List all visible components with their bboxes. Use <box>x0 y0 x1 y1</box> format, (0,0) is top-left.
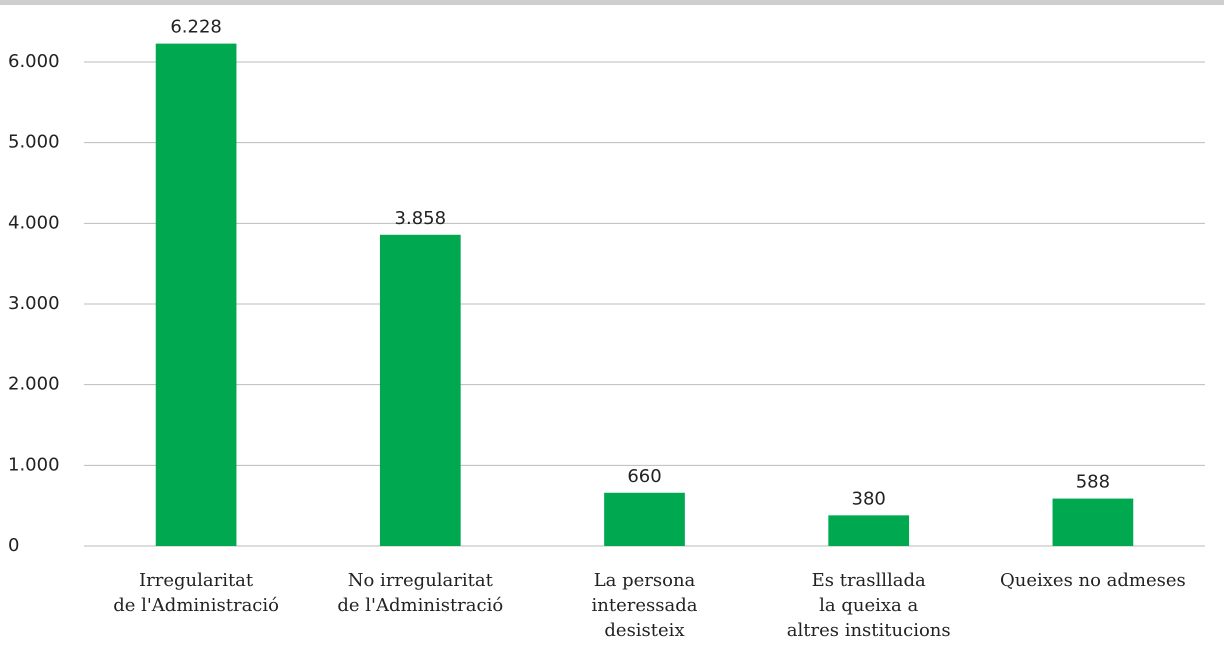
x-tick-label: Es traslllada <box>812 570 926 591</box>
bar <box>828 515 910 546</box>
top-border <box>0 0 1224 5</box>
x-tick-label: altres institucions <box>787 620 951 641</box>
value-label: 588 <box>1076 472 1110 493</box>
bar <box>155 43 237 546</box>
x-tick-label: No irregularitat <box>348 570 494 591</box>
x-tick-label: Queixes no admeses <box>1000 570 1186 591</box>
y-tick-label: 4.000 <box>8 212 60 233</box>
value-label: 660 <box>627 466 661 487</box>
y-tick-label: 2.000 <box>8 374 60 395</box>
y-tick-label: 3.000 <box>8 293 60 314</box>
bar <box>379 234 461 546</box>
x-tick-label: la queixa a <box>819 595 918 616</box>
x-tick-label: de l'Administració <box>337 595 503 616</box>
x-tick-label: desisteix <box>604 620 684 641</box>
y-tick-label: 0 <box>8 535 19 556</box>
x-tick-label: Irregularitat <box>139 570 254 591</box>
x-tick-label: interessada <box>592 595 698 616</box>
x-tick-label: de l'Administració <box>113 595 279 616</box>
y-tick-label: 6.000 <box>8 51 60 72</box>
bar <box>604 492 685 546</box>
value-label: 3.858 <box>395 208 447 229</box>
bar <box>1052 498 1134 546</box>
y-tick-label: 5.000 <box>8 132 60 153</box>
x-tick-label: La persona <box>594 570 696 591</box>
y-tick-label: 1.000 <box>8 454 60 475</box>
value-label: 380 <box>852 488 886 509</box>
value-label: 6.228 <box>170 17 222 38</box>
